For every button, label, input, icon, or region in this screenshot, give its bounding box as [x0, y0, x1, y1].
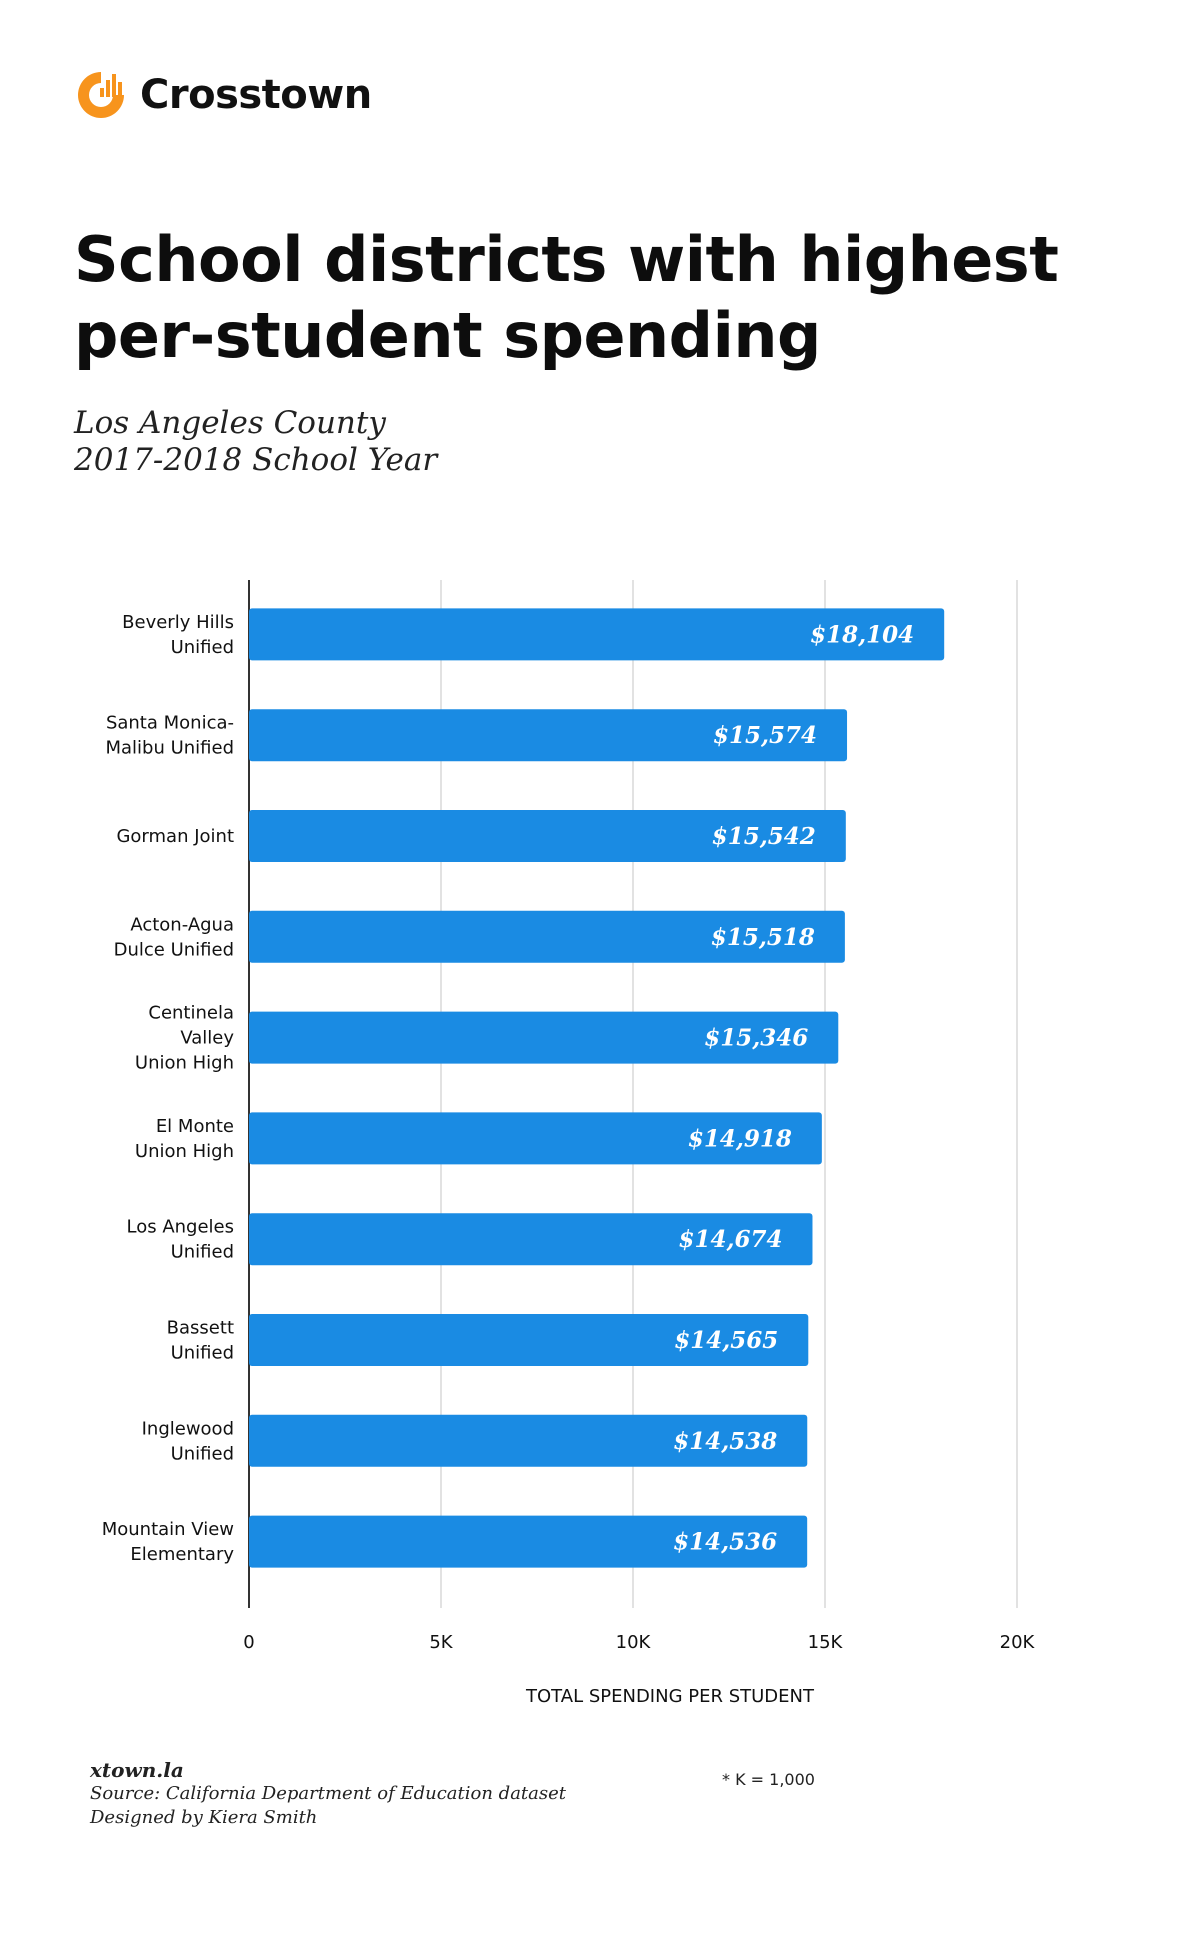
- bar-8: [249, 1414, 808, 1467]
- x-axis-title: TOTAL SPENDING PER STUDENT: [526, 1686, 814, 1707]
- bar-value-label-5: $14,918: [688, 1125, 792, 1152]
- category-label-line: Elementary: [130, 1544, 234, 1565]
- bar-5: [249, 1112, 822, 1165]
- category-label-line: Santa Monica-: [106, 713, 234, 734]
- bar-1: [249, 709, 848, 762]
- bar-value-label-9: $14,536: [673, 1529, 777, 1556]
- bar-value-label-7: $14,565: [674, 1327, 778, 1354]
- category-label-line: Centinela: [148, 1003, 234, 1024]
- bar-value-label-0: $18,104: [810, 621, 914, 648]
- x-tick-label-20K: 20K: [1000, 1632, 1036, 1653]
- subtitle-line-2: 2017-2018 School Year: [74, 442, 438, 478]
- category-label-line: Union High: [135, 1141, 234, 1162]
- category-label-line: Unified: [171, 637, 234, 658]
- category-label-0: Beverly Hills Unified: [122, 612, 234, 658]
- x-tick-label-0: 0: [243, 1632, 254, 1653]
- x-tick-label-5K: 5K: [429, 1632, 453, 1653]
- category-label-9: Mountain View Elementary: [102, 1519, 235, 1565]
- bar-2: [249, 810, 846, 862]
- brand-name: Crosstown: [140, 72, 372, 118]
- category-label-line: Bassett: [167, 1318, 234, 1339]
- category-label-6: Los Angeles Unified: [127, 1217, 235, 1263]
- category-label-line: Malibu Unified: [105, 738, 234, 759]
- category-label-line: Valley: [180, 1028, 234, 1049]
- chart-subtitle: Los Angeles County 2017-2018 School Year: [74, 405, 437, 479]
- category-label-4: Centinela Valley Union High: [135, 1003, 234, 1074]
- category-label-3: Acton-Agua Dulce Unified: [114, 914, 234, 960]
- bar-value-label-2: $15,542: [712, 823, 816, 850]
- bar-value-label-8: $14,538: [673, 1428, 777, 1455]
- crosstown-logo-icon: [78, 72, 124, 118]
- category-label-5: El Monte Union High: [135, 1116, 234, 1162]
- x-tick-label-10K: 10K: [616, 1632, 652, 1653]
- chart-title: School districts with highest per-studen…: [74, 222, 1134, 374]
- category-label-2: Gorman Joint: [116, 826, 234, 847]
- subtitle-line-1: Los Angeles County: [74, 405, 386, 441]
- category-label-line: Mountain View: [102, 1519, 234, 1540]
- category-label-line: Inglewood: [142, 1418, 234, 1439]
- bar-0: [249, 608, 945, 661]
- footer-source: Source: California Department of Educati…: [90, 1783, 567, 1804]
- x-tick-label-15K: 15K: [808, 1632, 844, 1653]
- category-label-line: El Monte: [156, 1116, 234, 1137]
- bar-value-label-6: $14,674: [678, 1226, 782, 1253]
- bar-7: [249, 1314, 809, 1366]
- category-label-line: Unified: [171, 1443, 234, 1464]
- category-label-line: Gorman Joint: [116, 826, 234, 847]
- bar-value-label-4: $15,346: [704, 1025, 808, 1052]
- category-label-line: Beverly Hills: [122, 612, 234, 633]
- category-label-line: Unified: [171, 1343, 234, 1364]
- bar-chart: 0 5K 10K 15K 20K $18,104 Beverly Hills Unified $…: [102, 580, 1036, 1653]
- bar-value-label-1: $15,574: [713, 722, 817, 749]
- chart-title-line-2: per-student spending: [74, 299, 821, 372]
- category-label-line: Los Angeles: [127, 1217, 235, 1238]
- footer: xtown.la Source: California Department o…: [90, 1758, 566, 1830]
- footnote: * K = 1,000: [722, 1770, 815, 1789]
- footer-credit: Designed by Kiera Smith: [90, 1807, 318, 1828]
- category-label-7: Bassett Unified: [167, 1318, 234, 1364]
- bar-value-label-3: $15,518: [711, 924, 815, 951]
- category-label-1: Santa Monica- Malibu Unified: [105, 713, 234, 759]
- bar-9: [249, 1515, 808, 1568]
- bar-6: [249, 1213, 813, 1266]
- brand: Crosstown: [74, 68, 372, 122]
- bar-3: [249, 910, 845, 963]
- category-label-line: Union High: [135, 1053, 234, 1074]
- category-label-line: Dulce Unified: [114, 939, 234, 960]
- category-label-8: Inglewood Unified: [142, 1418, 234, 1464]
- category-label-line: Unified: [171, 1242, 234, 1263]
- bar-4: [249, 1011, 839, 1064]
- category-label-line: Acton-Agua: [130, 914, 234, 935]
- footer-site: xtown.la: [90, 1758, 184, 1782]
- chart-title-line-1: School districts with highest: [74, 223, 1059, 296]
